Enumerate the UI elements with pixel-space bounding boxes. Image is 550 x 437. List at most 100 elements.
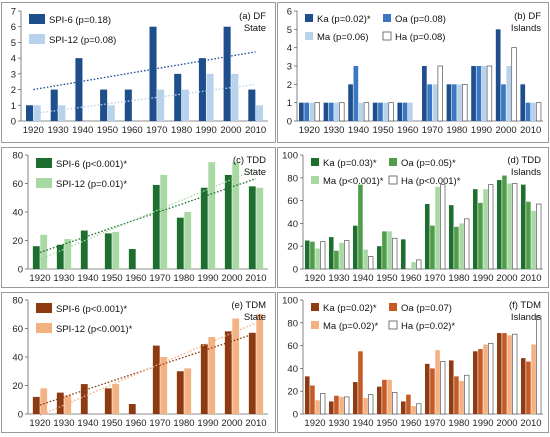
bar: [430, 368, 435, 414]
bar: [363, 249, 368, 269]
legend-label: Oa (p=0.07): [401, 303, 452, 314]
x-tick-label: 1930: [328, 418, 349, 429]
legend-label: Oa (p=0.08): [395, 14, 446, 25]
y-tick-label: 60: [287, 341, 298, 352]
panel-subtitle: State: [244, 312, 266, 323]
panel-title: (d) TDD: [507, 155, 541, 166]
bar: [406, 394, 411, 414]
bar: [231, 73, 239, 121]
bar: [157, 89, 165, 121]
y-tick-label: 40: [287, 219, 298, 230]
y-tick-label: 3: [11, 69, 16, 80]
bar: [459, 223, 464, 269]
bar: [100, 89, 108, 121]
y-tick-label: 20: [287, 242, 298, 253]
x-tick-label: 2010: [520, 125, 541, 136]
bar: [526, 201, 531, 269]
bar: [128, 249, 136, 269]
legend-label: Ma (p<0.001)*: [323, 176, 384, 187]
bar: [334, 102, 339, 121]
bar: [512, 183, 518, 270]
bar: [334, 250, 339, 269]
bar: [176, 217, 184, 269]
y-tick-label: 20: [12, 236, 23, 247]
bar: [387, 379, 392, 414]
y-tick-label: 0: [18, 265, 23, 276]
panel-d: 0 20 40 60 80 100 1920 1930 1940 1950 1960 1970 1980…: [277, 147, 549, 288]
panel-subtitle: Islands: [511, 23, 541, 34]
x-tick-label: 2010: [520, 418, 541, 429]
bar: [149, 26, 157, 121]
panel-e: 0 20 40 60 80 1920 1930 1940 1950 1960 1970 1980 199…: [1, 292, 276, 433]
x-tick-label: 2010: [245, 125, 266, 136]
panel-subtitle: State: [244, 167, 266, 178]
bar: [506, 66, 512, 121]
legend-swatch: [36, 323, 52, 333]
x-tick-label: 2000: [496, 273, 517, 284]
bar: [107, 105, 115, 121]
legend-swatch: [305, 14, 313, 22]
bar: [440, 184, 446, 270]
bar: [511, 47, 517, 122]
legend-swatch: [388, 175, 398, 185]
x-tick-label: 1940: [352, 273, 373, 284]
y-tick-label: 20: [287, 387, 298, 398]
bar: [376, 386, 382, 414]
bar: [440, 361, 446, 415]
y-tick-label: 100: [282, 151, 298, 162]
bar: [372, 102, 378, 121]
bar: [174, 73, 182, 121]
bar: [128, 404, 136, 414]
x-tick-label: 1920: [304, 418, 325, 429]
x-tick-label: 1920: [23, 125, 44, 136]
bar: [32, 246, 40, 269]
bar: [40, 388, 48, 414]
bar: [448, 360, 454, 414]
legend-swatch: [36, 178, 52, 188]
bar: [232, 162, 240, 269]
legend-swatch: [36, 303, 52, 313]
bar: [80, 384, 88, 414]
legend-label: Ma (p=0.02)*: [323, 321, 378, 332]
x-tick-label: 1930: [53, 273, 74, 284]
legend-swatch: [311, 158, 319, 166]
y-tick-label: 80: [287, 318, 298, 329]
bar: [495, 29, 501, 121]
x-tick-label: 2010: [245, 418, 266, 429]
x-tick-label: 1950: [373, 125, 394, 136]
x-tick-label: 1930: [47, 125, 68, 136]
x-tick-label: 1980: [448, 418, 469, 429]
x-tick-label: 2000: [221, 273, 242, 284]
legend-swatch: [305, 32, 313, 40]
bar: [496, 180, 502, 269]
bar: [208, 337, 216, 414]
bar: [402, 102, 408, 121]
bar: [160, 357, 168, 414]
bar: [314, 102, 320, 122]
bar: [526, 361, 531, 414]
y-tick-label: 100: [282, 296, 298, 307]
bar: [462, 83, 468, 122]
legend-label: Ha (p=0.02)*: [401, 321, 455, 332]
panel-subtitle: Islands: [511, 312, 541, 323]
bar: [352, 382, 358, 414]
bar: [104, 233, 112, 269]
bar: [339, 102, 345, 122]
bar: [472, 351, 478, 414]
x-tick-label: 1950: [376, 273, 397, 284]
y-tick-label: 20: [12, 381, 23, 392]
legend-label: Ka (p=0.02)*: [323, 303, 377, 314]
bar: [464, 218, 470, 270]
bar: [358, 184, 363, 269]
x-tick-label: 1940: [77, 418, 98, 429]
bar: [435, 186, 440, 269]
bar: [382, 379, 387, 414]
y-tick-label: 60: [12, 179, 23, 190]
bar: [328, 401, 334, 414]
x-tick-label: 1950: [97, 125, 118, 136]
bar: [496, 333, 502, 414]
bar: [25, 105, 34, 121]
bar: [304, 376, 310, 414]
legend-label: Ma (p=0.06): [317, 32, 369, 43]
